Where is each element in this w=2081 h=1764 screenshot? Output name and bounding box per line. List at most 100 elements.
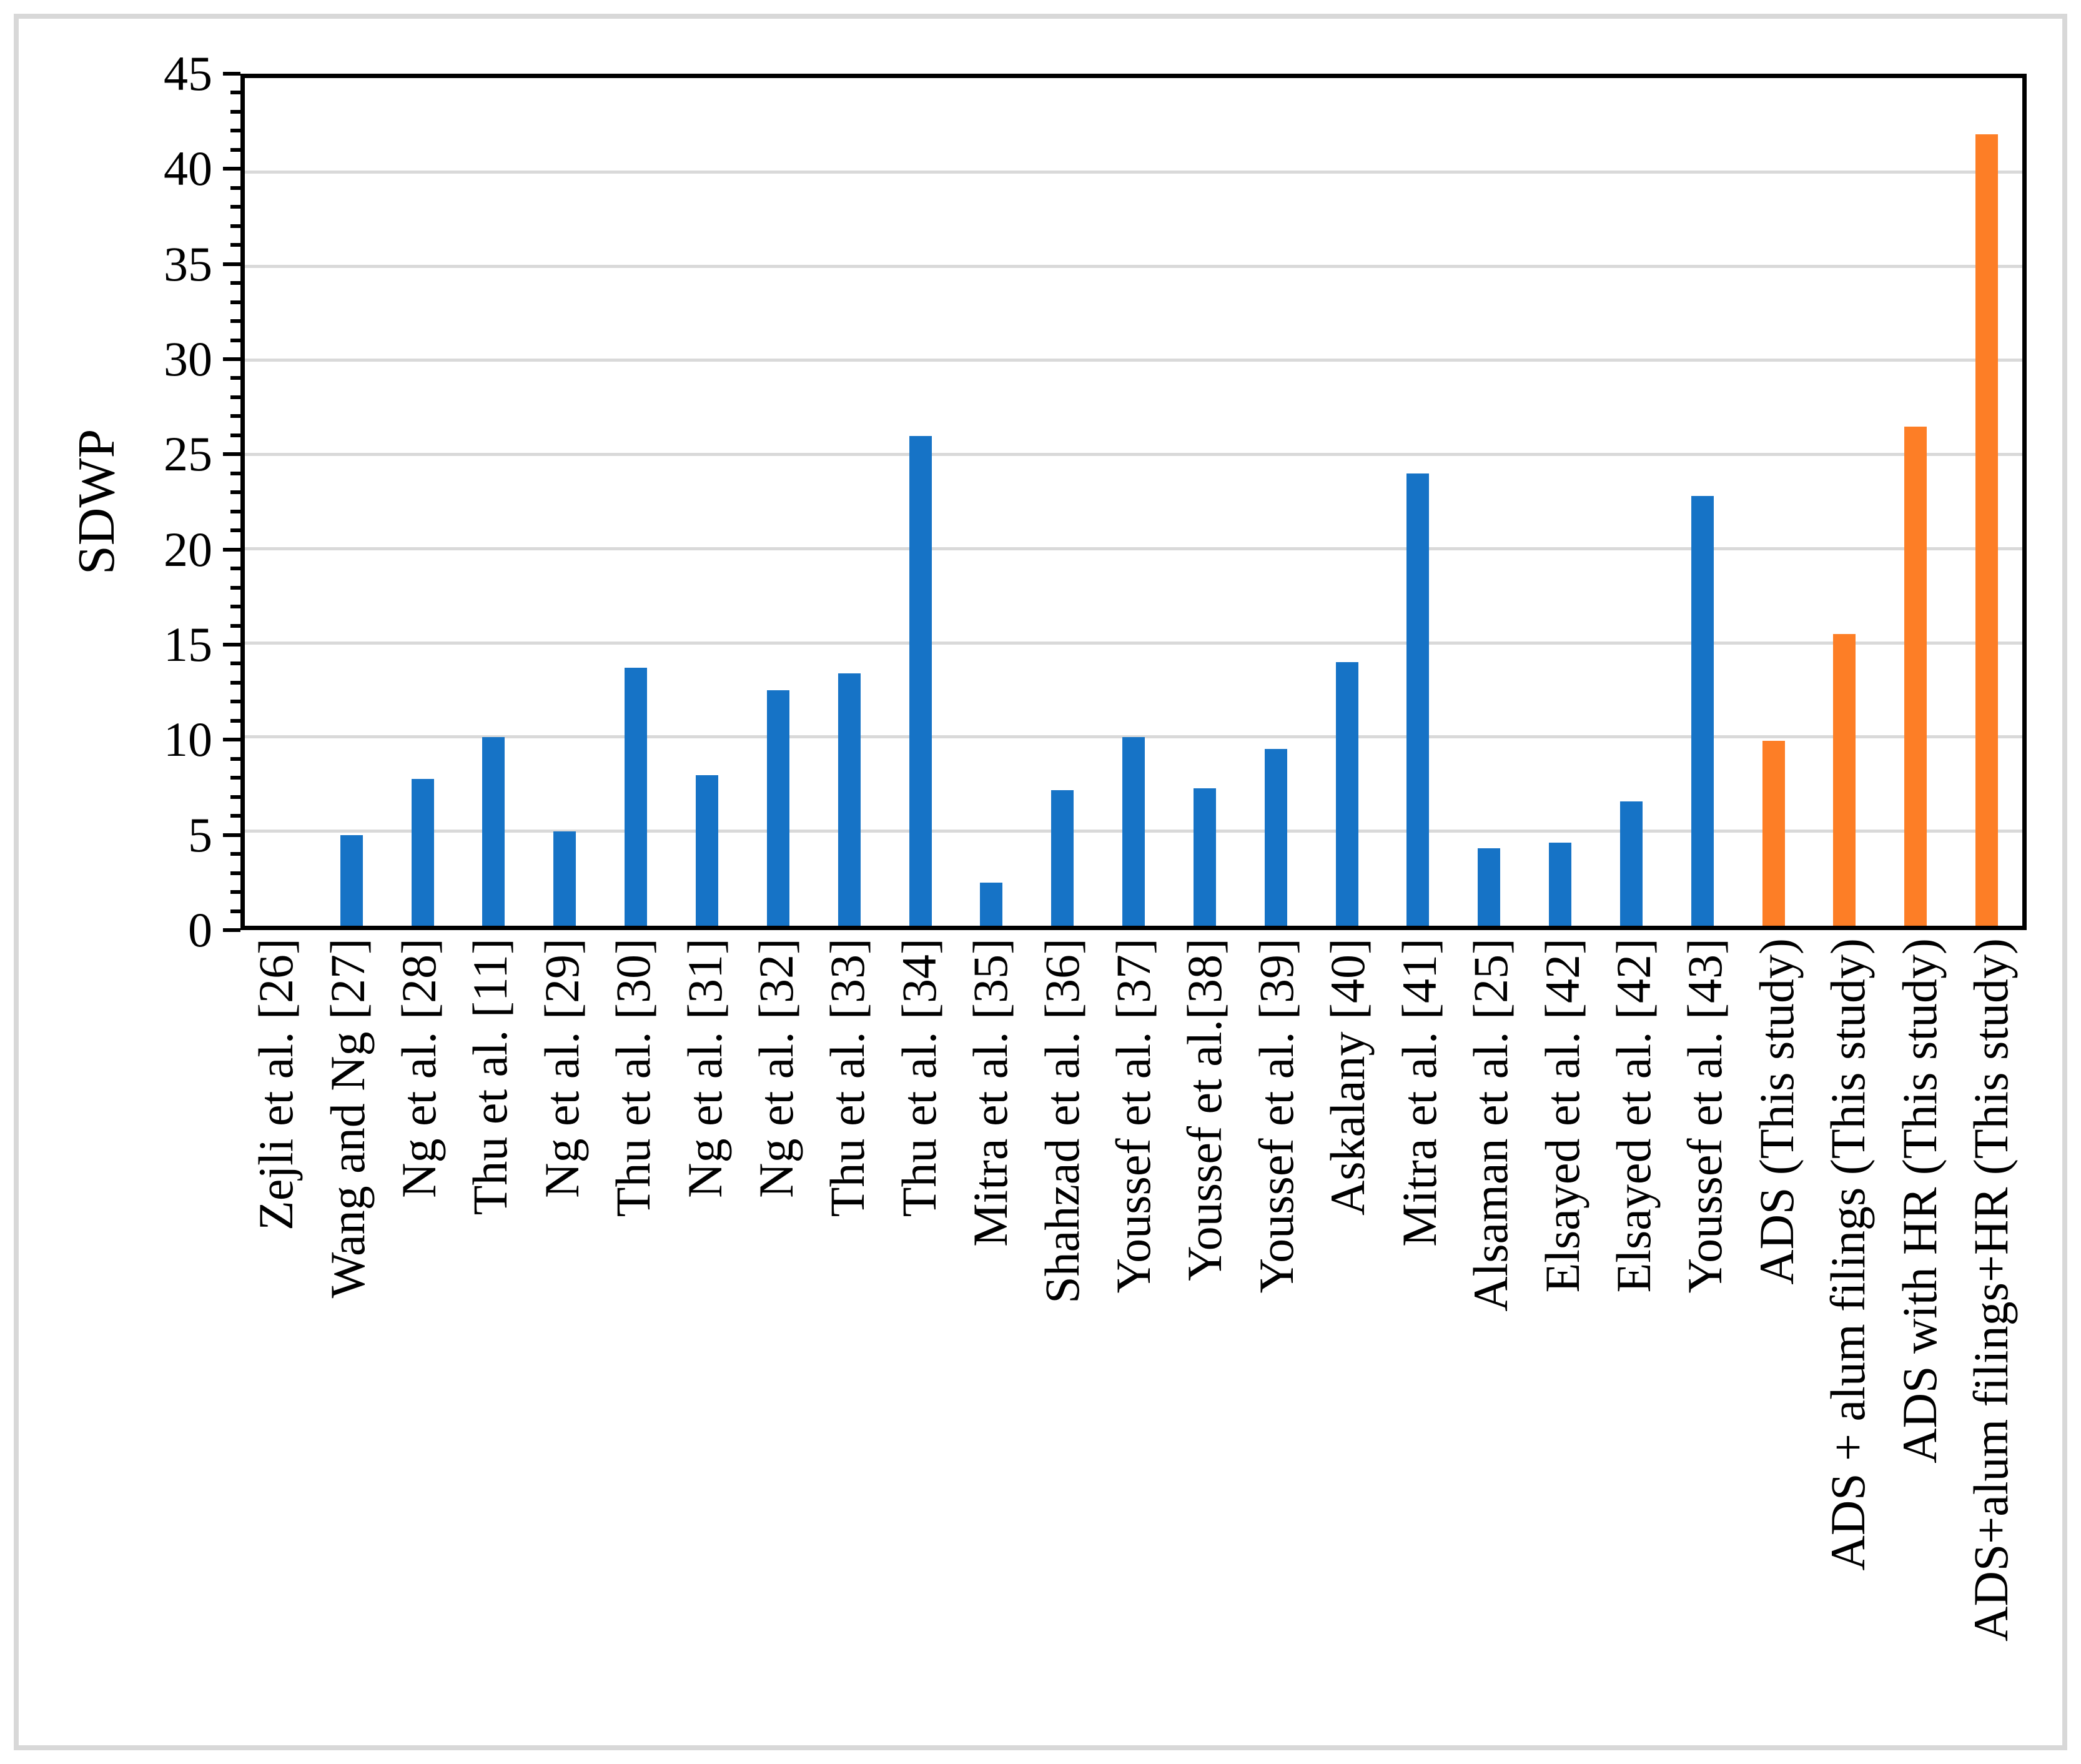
- bar: [1193, 788, 1216, 926]
- bar: [1762, 741, 1785, 926]
- x-label-slot: Ng et al. [32]: [741, 938, 812, 1757]
- y-axis-minor-tick: [230, 814, 240, 818]
- bar: [553, 831, 576, 926]
- y-axis-minor-tick: [230, 718, 240, 723]
- bar: [1051, 790, 1074, 926]
- bar-slot: [1809, 78, 1881, 926]
- y-axis-major-tick: [223, 928, 240, 932]
- x-tick-label: Thu et al. [30]: [606, 938, 661, 1217]
- bar-slot: [1596, 78, 1667, 926]
- x-tick-label: Thu et al. [34]: [891, 938, 946, 1217]
- y-axis-minor-tick: [230, 909, 240, 913]
- y-axis-major-tick: [223, 262, 240, 266]
- x-tick-label: Youssef et al.[38]: [1177, 938, 1232, 1281]
- bar-slot: [1667, 78, 1738, 926]
- x-tick-label: ADS + alum filings (This study): [1821, 938, 1876, 1571]
- x-tick-label: Youssef et al. [43]: [1678, 938, 1733, 1294]
- x-label-slot: Askalany [40]: [1312, 938, 1383, 1757]
- x-tick-label: Elsayed et al. [42]: [1535, 938, 1589, 1293]
- x-label-slot: Mitra et al. [35]: [955, 938, 1026, 1757]
- bar-slot: [1525, 78, 1596, 926]
- y-axis-minor-tick: [230, 281, 240, 285]
- y-axis-minor-tick: [230, 243, 240, 247]
- x-tick-label: Askalany [40]: [1320, 938, 1375, 1216]
- bar-slot: [956, 78, 1027, 926]
- x-tick-label: Ng et al. [32]: [749, 938, 804, 1198]
- y-axis-minor-tick: [230, 414, 240, 419]
- x-tick-label: Youssef et al. [39]: [1248, 938, 1303, 1294]
- y-axis-minor-tick: [230, 300, 240, 304]
- y-axis-minor-tick: [230, 490, 240, 495]
- x-tick-label: Mitra et al. [41]: [1391, 938, 1446, 1247]
- bar: [1904, 426, 1927, 926]
- y-axis-major-tick: [223, 643, 240, 647]
- x-tick-label: Mitra et al. [35]: [963, 938, 1018, 1247]
- x-tick-label: Youssef et al. [37]: [1106, 938, 1161, 1294]
- bar: [1975, 134, 1999, 926]
- x-label-slot: Alsaman et al. [25]: [1455, 938, 1526, 1757]
- gridline: [245, 359, 2022, 362]
- x-label-slot: Youssef et al.[38]: [1169, 938, 1240, 1757]
- x-axis-tick-labels: Zejli et al. [26] Wang and Ng [27] Ng et a…: [240, 938, 2027, 1757]
- bar: [909, 435, 932, 926]
- x-label-slot: Elsayed et al. [42]: [1526, 938, 1598, 1757]
- bar-slot: [600, 78, 671, 926]
- bar: [1264, 748, 1287, 926]
- bar: [1691, 496, 1714, 926]
- x-tick-label: ADS with HR (This study): [1892, 938, 1947, 1464]
- x-label-slot: Youssef et al. [39]: [1241, 938, 1312, 1757]
- y-axis-major-tick: [223, 833, 240, 837]
- bar: [625, 667, 648, 926]
- y-axis-minor-tick: [230, 205, 240, 209]
- bar-series: [245, 78, 2022, 926]
- bar-slot: [1098, 78, 1169, 926]
- y-axis-minor-tick: [230, 700, 240, 704]
- y-axis-major-tick: [223, 72, 240, 76]
- y-axis-minor-tick: [230, 623, 240, 628]
- bar: [766, 690, 789, 926]
- x-label-slot: Elsayed et al. [42]: [1598, 938, 1669, 1757]
- y-axis-minor-tick: [230, 129, 240, 133]
- x-label-slot: ADS (This study): [1741, 938, 1812, 1757]
- gridline: [245, 735, 2022, 739]
- x-label-slot: Thu et al. [33]: [812, 938, 883, 1757]
- y-axis-minor-tick: [230, 680, 240, 685]
- x-label-slot: Youssef et al. [37]: [1098, 938, 1169, 1757]
- bar: [980, 882, 1003, 926]
- bar: [411, 778, 434, 926]
- bar: [340, 835, 363, 926]
- bar-slot: [458, 78, 530, 926]
- y-axis-minor-tick: [230, 186, 240, 190]
- y-axis-minor-tick: [230, 395, 240, 399]
- y-axis-minor-tick: [230, 585, 240, 590]
- y-axis-minor-tick: [230, 433, 240, 437]
- y-axis-minor-tick: [230, 852, 240, 856]
- bar: [482, 737, 505, 926]
- bar: [695, 775, 718, 926]
- y-axis-major-tick: [223, 357, 240, 361]
- y-axis-minor-tick: [230, 776, 240, 780]
- bar-slot: [387, 78, 458, 926]
- bar-slot: [743, 78, 814, 926]
- bar-slot: [1880, 78, 1951, 926]
- bar: [1549, 843, 1572, 926]
- bar-slot: [1383, 78, 1454, 926]
- bar-slot: [316, 78, 387, 926]
- x-tick-label: Ng et al. [28]: [392, 938, 447, 1198]
- bar-slot: [885, 78, 956, 926]
- y-axis-minor-tick: [230, 319, 240, 324]
- y-axis-major-tick: [223, 452, 240, 457]
- x-label-slot: Mitra et al. [41]: [1384, 938, 1455, 1757]
- y-axis-minor-tick: [230, 890, 240, 894]
- bar-slot: [1240, 78, 1312, 926]
- y-axis-minor-tick: [230, 147, 240, 152]
- bar: [1122, 737, 1145, 926]
- y-axis-minor-tick: [230, 567, 240, 571]
- x-label-slot: Wang and Ng [27]: [312, 938, 383, 1757]
- y-axis-major-tick: [223, 738, 240, 742]
- bar: [1833, 633, 1856, 926]
- bar-slot: [1738, 78, 1809, 926]
- x-tick-label: Alsaman et al. [25]: [1463, 938, 1518, 1312]
- bar-slot: [1169, 78, 1240, 926]
- bar-slot: [245, 78, 316, 926]
